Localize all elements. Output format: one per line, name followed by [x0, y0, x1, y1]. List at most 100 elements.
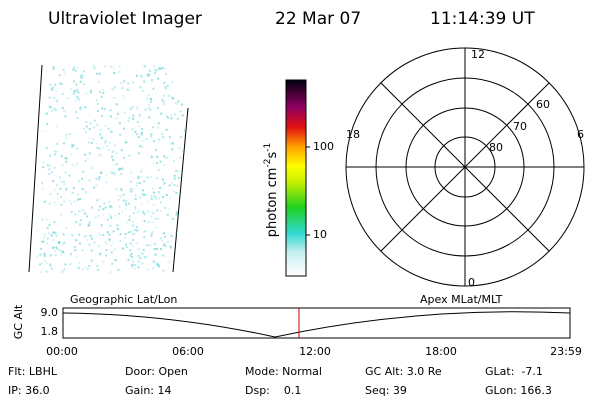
speckle: [99, 198, 102, 201]
speckle: [81, 268, 84, 271]
speckle: [110, 244, 113, 247]
speckle: [82, 209, 85, 212]
speckle: [141, 189, 144, 192]
speckle: [75, 70, 78, 73]
speckle: [65, 133, 68, 136]
speckle: [73, 90, 76, 93]
speckle: [48, 232, 50, 235]
speckle: [128, 219, 131, 221]
speckle: [130, 252, 133, 255]
speckle: [72, 68, 75, 71]
swath-edge: [28, 64, 43, 273]
speckle: [61, 93, 64, 95]
speckle: [74, 69, 77, 72]
speckle: [80, 74, 83, 77]
speckle: [153, 248, 156, 251]
speckle: [146, 97, 149, 100]
speckle: [41, 240, 44, 243]
speckle: [134, 194, 137, 197]
speckle: [178, 147, 181, 150]
speckle: [49, 264, 52, 267]
speckle: [78, 261, 80, 264]
speckle: [53, 97, 56, 99]
speckle: [161, 98, 164, 101]
speckle: [52, 85, 55, 88]
speckle: [127, 202, 130, 205]
speckle: [49, 254, 52, 257]
speckle: [60, 214, 63, 216]
speckle: [150, 133, 153, 136]
speckle: [171, 81, 174, 84]
status-field: Mode: Normal: [245, 365, 322, 378]
speckle: [177, 100, 180, 103]
speckle: [107, 127, 110, 130]
speckle: [63, 241, 66, 244]
speckle: [134, 206, 137, 209]
speckle: [144, 193, 147, 196]
speckle: [52, 246, 54, 249]
speckle: [137, 177, 140, 180]
x-tick-label: 00:00: [46, 345, 78, 358]
speckle: [110, 206, 113, 209]
speckle: [85, 130, 88, 133]
speckle: [82, 170, 85, 173]
speckle: [149, 211, 152, 214]
speckle: [111, 150, 114, 153]
speckle: [156, 155, 159, 158]
speckle: [60, 253, 63, 256]
speckle: [143, 213, 146, 216]
speckle: [132, 117, 135, 120]
speckle: [106, 144, 109, 147]
speckle: [131, 128, 134, 131]
speckle: [152, 260, 155, 263]
status-field: Gain: 14: [125, 384, 172, 397]
speckle: [58, 176, 61, 179]
speckle: [109, 115, 112, 118]
speckle: [153, 140, 155, 143]
status-field: Dsp: 0.1: [245, 384, 301, 397]
speckle: [45, 218, 48, 221]
speckle: [171, 217, 174, 220]
speckle: [75, 89, 78, 92]
speckle: [129, 230, 132, 233]
speckle: [81, 249, 84, 252]
speckle: [173, 159, 175, 162]
speckle: [90, 249, 93, 252]
speckle: [158, 197, 161, 200]
speckle: [115, 117, 118, 120]
speckle: [79, 198, 81, 200]
x-tick-label: 12:00: [299, 345, 331, 358]
speckle: [60, 203, 63, 206]
speckle: [41, 181, 44, 184]
speckle: [62, 251, 65, 254]
speckle: [159, 160, 162, 163]
speckle: [50, 109, 53, 112]
speckle: [116, 163, 118, 165]
speckle: [59, 187, 62, 190]
speckle: [65, 136, 68, 139]
mlt-label: 12: [471, 48, 485, 61]
speckle: [63, 200, 66, 203]
speckle: [105, 139, 108, 142]
speckle: [127, 154, 130, 157]
speckle: [166, 85, 169, 87]
speckle: [110, 251, 113, 254]
speckle: [55, 99, 58, 102]
speckle: [131, 256, 134, 259]
swath-edge: [172, 107, 189, 273]
speckle: [56, 246, 59, 249]
speckle: [84, 153, 87, 156]
speckle: [139, 74, 142, 77]
speckle: [64, 171, 67, 174]
speckle: [61, 231, 64, 234]
speckle: [46, 164, 49, 167]
speckle: [63, 180, 65, 183]
speckle: [159, 186, 162, 189]
speckle: [157, 77, 160, 80]
speckle: [49, 154, 52, 157]
status-field: Flt: LBHL: [8, 365, 58, 378]
speckle: [105, 243, 108, 246]
speckle: [143, 220, 146, 223]
speckle: [79, 242, 81, 245]
speckle: [134, 198, 137, 200]
